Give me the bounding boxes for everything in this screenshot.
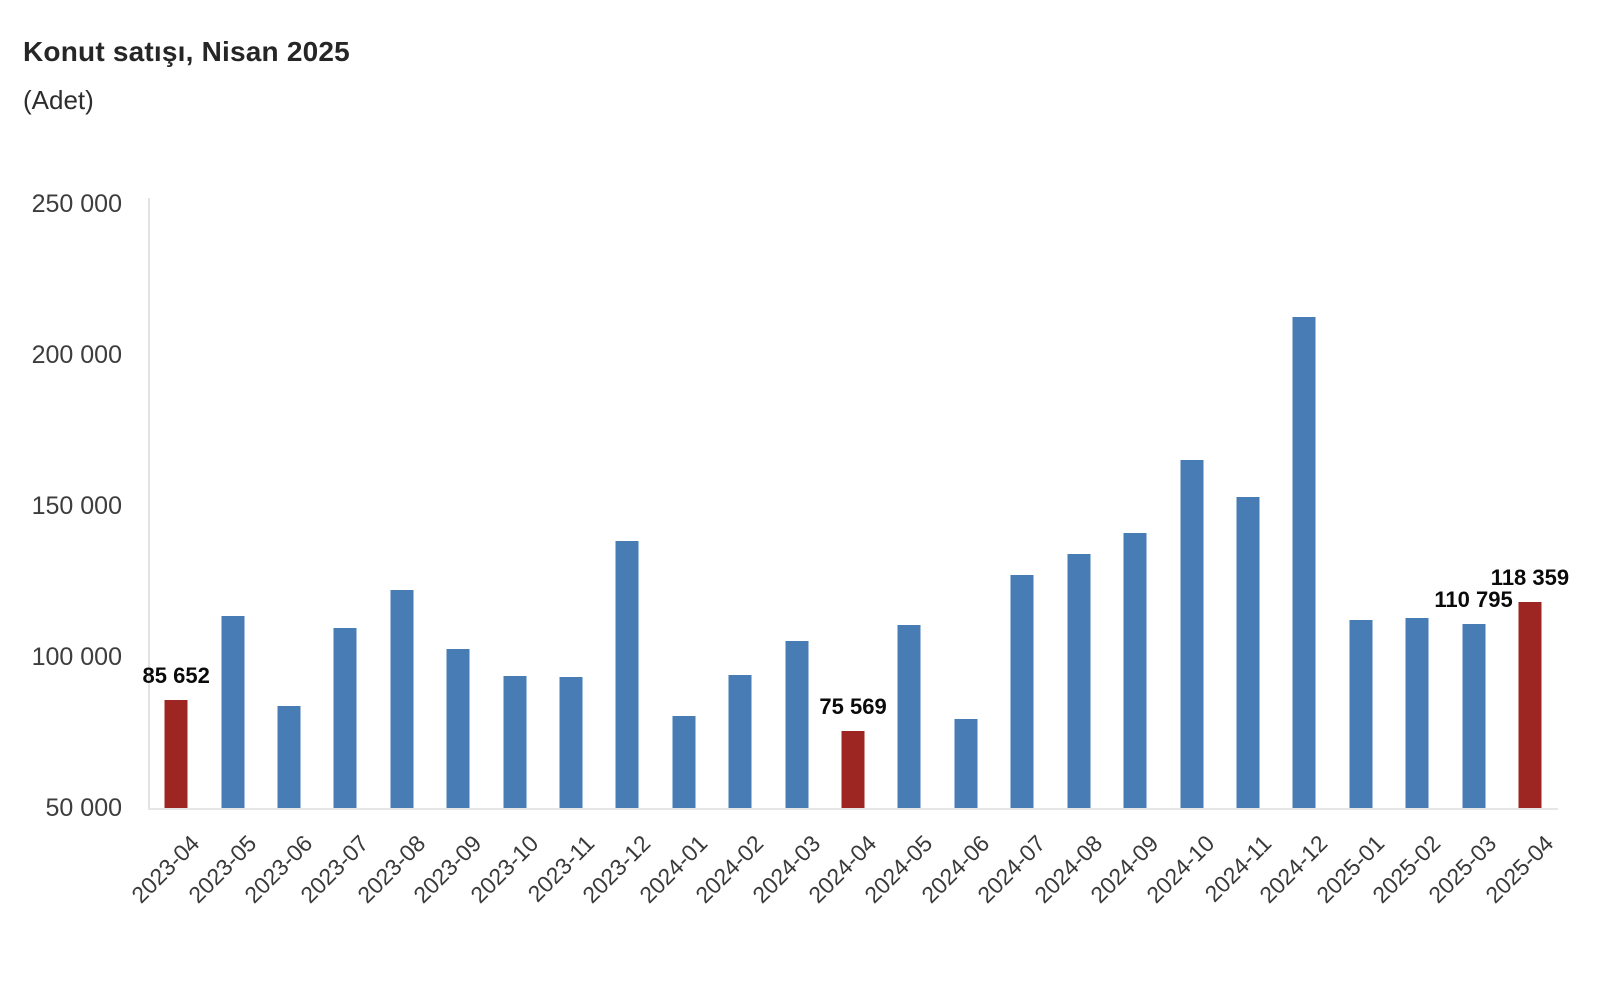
bar-value-label: 118 359 [1490,564,1570,590]
y-tick-label: 250 000 [31,190,122,218]
bar-slot [768,204,824,808]
bar-slot [1163,204,1219,808]
bar-slot [994,204,1050,808]
bar-slot [656,204,712,808]
bar-2024-10 [1180,460,1204,808]
bar-slot [1107,204,1163,808]
y-axis-line [148,198,150,810]
bar-slot: 118 359 [1491,204,1569,808]
bar-slot: 75 569 [819,204,887,808]
bar-slot [1051,204,1107,808]
bar-2023-06 [277,706,301,808]
bar-value-label: 85 652 [142,663,210,689]
y-tick-label: 50 000 [45,794,122,822]
bar-2024-03 [785,640,809,808]
bar-2023-12 [615,540,639,808]
x-axis-baseline [148,808,1558,810]
bar-value-label: 75 569 [819,693,887,719]
y-tick-label: 100 000 [31,643,122,671]
bar-2023-08 [390,590,414,808]
x-axis-tick-labels: 2023-04 2023-05 2023-06 2023-07 2023-08 2023-… [127,808,1559,938]
bar-2025-04 [1518,601,1542,808]
bar-2024-01 [672,716,696,808]
bar-2024-08 [1067,553,1091,808]
bar-slot [374,204,430,808]
bar-2025-03 [1462,624,1486,808]
bar-slot [204,204,260,808]
bar-2023-05 [221,615,245,808]
bar-slot [261,204,317,808]
y-tick-label: 200 000 [31,341,122,369]
bar-slot: 110 795 [1434,204,1513,808]
bar-slot [317,204,373,808]
bar-slot [543,204,599,808]
bar-value-label: 110 795 [1434,587,1513,613]
bar-slot: 85 652 [143,204,210,808]
bar-slot [486,204,542,808]
bar-slot [1276,204,1332,808]
bar-2025-01 [1349,620,1373,808]
y-tick-label: 150 000 [31,492,122,520]
bar-slot [712,204,768,808]
bar-slot [1389,204,1445,808]
bar-slot [881,204,937,808]
bar-2024-12 [1292,316,1316,808]
bar-2023-07 [333,628,357,808]
bar-slot [430,204,486,808]
bar-2024-02 [728,675,752,808]
bar-2024-04 [841,730,865,808]
bar-2024-05 [897,625,921,808]
bar-slot [599,204,655,808]
bar-slot [1333,204,1389,808]
bar-2024-11 [1236,496,1260,808]
plot-area: 85 652 75 569 110 795 118 359 [143,204,1569,808]
bar-2024-06 [954,719,978,808]
chart-title: Konut satışı, Nisan 2025 [23,36,350,67]
bar-2025-02 [1405,618,1429,808]
bar-2024-07 [1010,575,1034,808]
bar-2023-09 [446,648,470,808]
bar-2024-09 [1123,533,1147,808]
bar-2023-11 [559,676,583,808]
bar-2023-04 [164,700,188,808]
bar-2023-10 [503,675,527,808]
bar-slot [1220,204,1276,808]
chart-unit-subtitle: (Adet) [23,85,94,115]
bar-slot [938,204,994,808]
